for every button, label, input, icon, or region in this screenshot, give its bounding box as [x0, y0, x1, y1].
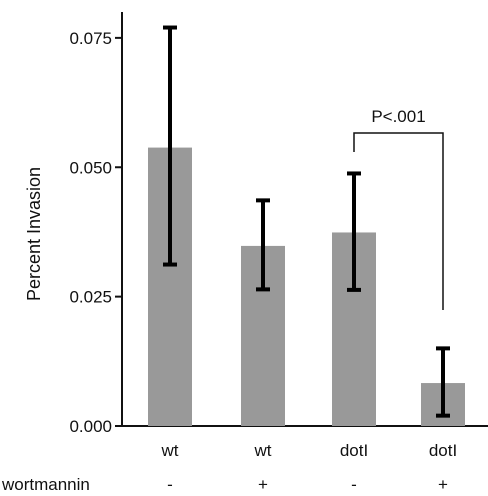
significance-annotation: P<.001 [353, 107, 444, 310]
bars [148, 147, 465, 426]
treatment-row-label: wortmannin [1, 475, 90, 494]
significance-bracket [353, 132, 444, 310]
y-axis-label: Percent Invasion [24, 167, 44, 301]
y-tick-label: 0.000 [69, 417, 112, 436]
category-label: dotI [340, 441, 368, 460]
treatment-sign: + [258, 475, 268, 494]
treatment-labels: - + - + [167, 475, 448, 494]
category-label: wt [161, 441, 179, 460]
category-labels: wt wt dotI dotI [161, 441, 458, 460]
p-value-label: P<.001 [371, 107, 425, 126]
y-ticks: 0.000 0.025 0.050 0.075 [69, 29, 122, 436]
treatment-sign: + [438, 475, 448, 494]
treatment-sign: - [351, 475, 357, 494]
category-label: dotI [429, 441, 457, 460]
treatment-sign: - [167, 475, 173, 494]
y-tick-label: 0.075 [69, 29, 112, 48]
error-bars [163, 25, 450, 418]
category-label: wt [254, 441, 272, 460]
y-tick-label: 0.050 [69, 158, 112, 177]
y-tick-label: 0.025 [69, 288, 112, 307]
